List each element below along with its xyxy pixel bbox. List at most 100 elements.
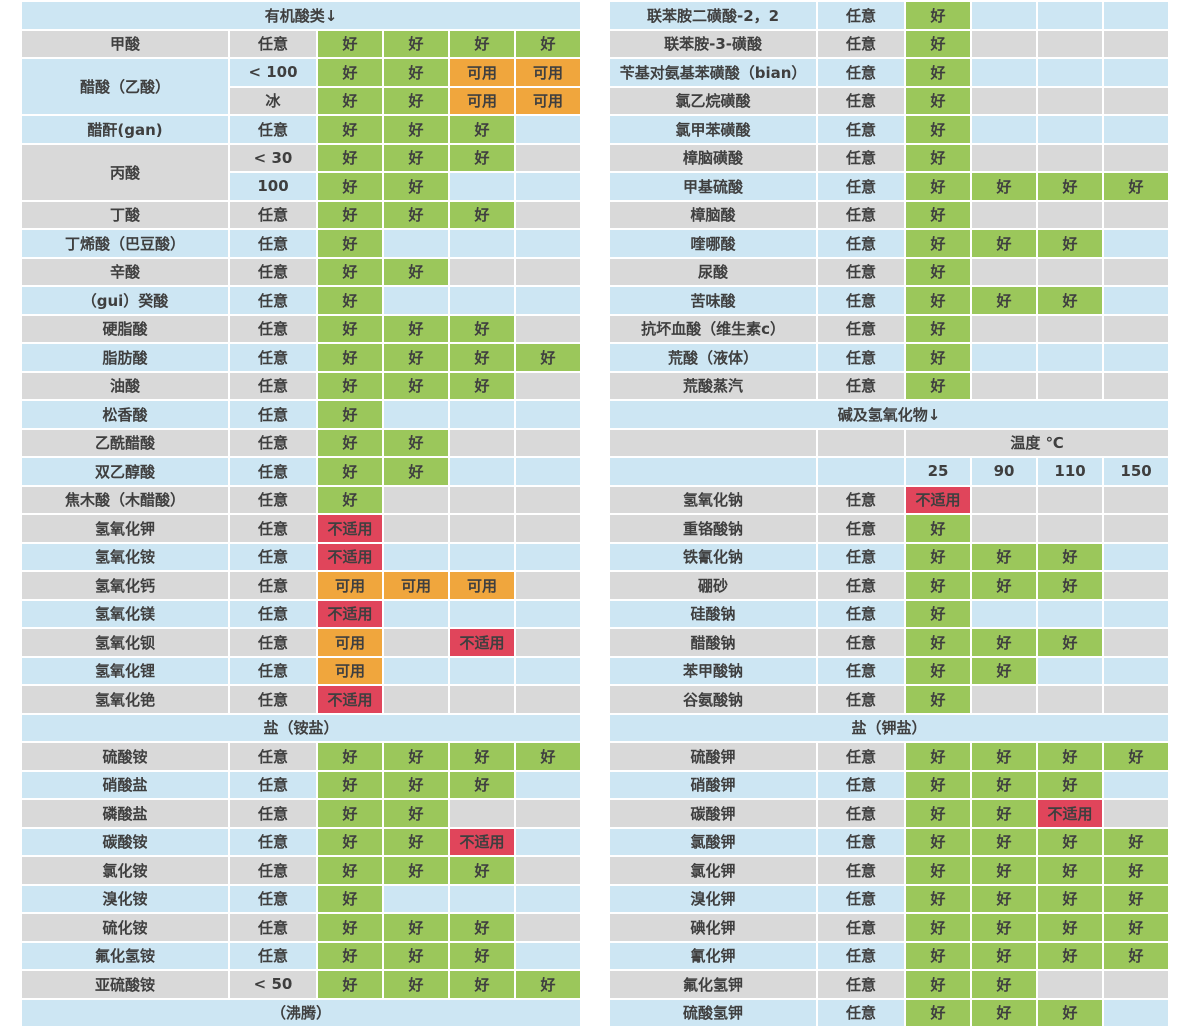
chemical-name-cell: 硬脂酸 [22,315,228,342]
status-cell-good: 好 [384,30,448,57]
status-cell-empty [972,315,1037,342]
status-cell-good: 好 [384,828,448,855]
status-cell-empty [1038,59,1103,86]
status-cell-unsuitable: 不适用 [318,686,382,713]
condition-cell: 任意 [818,629,905,656]
spacer-cell [610,458,817,485]
condition-cell: 任意 [230,600,316,627]
table-row: 氢氧化钾 任意 不适用 [22,515,581,542]
table-row: 碘化钾 任意好好好好 [610,914,1169,941]
status-cell-good: 好 [318,315,382,342]
status-cell-good: 好 [906,771,971,798]
section-header-cell: 盐（铵盐） [22,714,581,741]
condition-cell: 任意 [230,315,316,342]
table-row: 醋酐(gan) 任意好好好 [22,116,581,143]
temp-value-cell: 150 [1104,458,1169,485]
status-cell-empty [972,686,1037,713]
status-cell-empty [972,372,1037,399]
condition-cell: 任意 [818,201,905,228]
status-cell-empty [384,486,448,513]
condition-cell: 任意 [818,942,905,969]
status-cell-empty [384,629,448,656]
status-cell-empty [516,458,581,485]
status-cell-good: 好 [450,857,514,884]
status-cell-empty [516,543,581,570]
chemical-name-cell: 氢氧化钡 [22,629,228,656]
table-row: 温度 ℃ [610,429,1169,456]
status-cell-empty [1038,372,1103,399]
status-cell-empty [384,515,448,542]
chemical-name-cell: 重铬酸钠 [610,515,817,542]
table-row: 联苯胺-3-磺酸 任意好 [610,30,1169,57]
table-row: 碳酸钾 任意好好不适用 [610,800,1169,827]
status-cell-good: 好 [1038,942,1103,969]
spacer-cell [818,429,905,456]
status-cell-good: 好 [906,543,971,570]
status-cell-good: 好 [972,800,1037,827]
status-cell-good: 好 [516,344,581,371]
condition-cell: 任意 [230,486,316,513]
table-row: 氢氧化钙 任意 可用 可用 可用 [22,572,581,599]
table-row: 喹哪酸 任意好好好 [610,230,1169,257]
status-cell-empty [384,401,448,428]
table-row: （gui）癸酸 任意好 [22,287,581,314]
chemical-name-cell: 氟化氢铵 [22,942,228,969]
status-cell-good: 好 [972,572,1037,599]
table-row: 苄基对氨基苯磺酸（bian） 任意好 [610,59,1169,86]
chemical-name-cell: 溴化钾 [610,885,817,912]
status-cell-good: 好 [450,743,514,770]
chemical-name-cell: 荒酸（液体） [610,344,817,371]
table-row: 氟化氢铵 任意好好好 [22,942,581,969]
table-row: 硼砂 任意好好好 [610,572,1169,599]
chemical-name-cell: 抗坏血酸（维生素c） [610,315,817,342]
condition-cell: 任意 [818,59,905,86]
condition-cell: 任意 [230,543,316,570]
table-row: 甲基硫酸 任意好好好好 [610,173,1169,200]
table-row: 氟化氢钾 任意好好 [610,971,1169,998]
table-row: 硅酸钠 任意好 [610,600,1169,627]
status-cell-empty [1104,515,1169,542]
table-row: 硫酸氢钾 任意好好好 [610,999,1169,1026]
status-cell-empty [1104,372,1169,399]
status-cell-good: 好 [384,743,448,770]
condition-cell: 任意 [818,87,905,114]
status-cell-good: 好 [1038,287,1103,314]
condition-cell: 任意 [818,914,905,941]
status-cell-empty [1104,2,1169,29]
condition-cell: 任意 [230,230,316,257]
status-cell-good: 好 [906,173,971,200]
chemical-name-cell: 碳酸钾 [610,800,817,827]
chemical-name-cell: 醋酸钠 [610,629,817,656]
status-cell-good: 好 [384,344,448,371]
status-cell-good: 好 [972,999,1037,1026]
table-row: 冰好好可用 可用 [22,87,581,114]
status-cell-good: 好 [1104,857,1169,884]
status-cell-good: 好 [906,116,971,143]
status-cell-good: 好 [516,971,581,998]
status-cell-unsuitable: 不适用 [450,828,514,855]
condition-cell: 任意 [818,828,905,855]
status-cell-good: 好 [384,87,448,114]
condition-cell: 任意 [818,144,905,171]
status-cell-good: 好 [450,914,514,941]
status-cell-good: 好 [972,857,1037,884]
table-row: 谷氨酸钠 任意好 [610,686,1169,713]
condition-cell: 任意 [230,429,316,456]
condition-cell: 任意 [818,30,905,57]
status-cell-good: 好 [318,743,382,770]
chemical-name-cell: 脂肪酸 [22,344,228,371]
status-cell-good: 好 [906,87,971,114]
status-cell-good: 好 [906,572,971,599]
status-cell-unsuitable: 不适用 [318,515,382,542]
status-cell-good: 好 [318,458,382,485]
status-cell-empty [516,201,581,228]
table-row: 氰化钾 任意好好好好 [610,942,1169,969]
status-cell-empty [1038,971,1103,998]
status-cell-good: 好 [318,857,382,884]
status-cell-good: 好 [972,942,1037,969]
status-cell-good: 好 [318,230,382,257]
section-header-cell: 碱及氢氧化物↓ [610,401,1169,428]
status-cell-empty [516,173,581,200]
condition-cell: 任意 [230,771,316,798]
status-cell-good: 好 [906,515,971,542]
